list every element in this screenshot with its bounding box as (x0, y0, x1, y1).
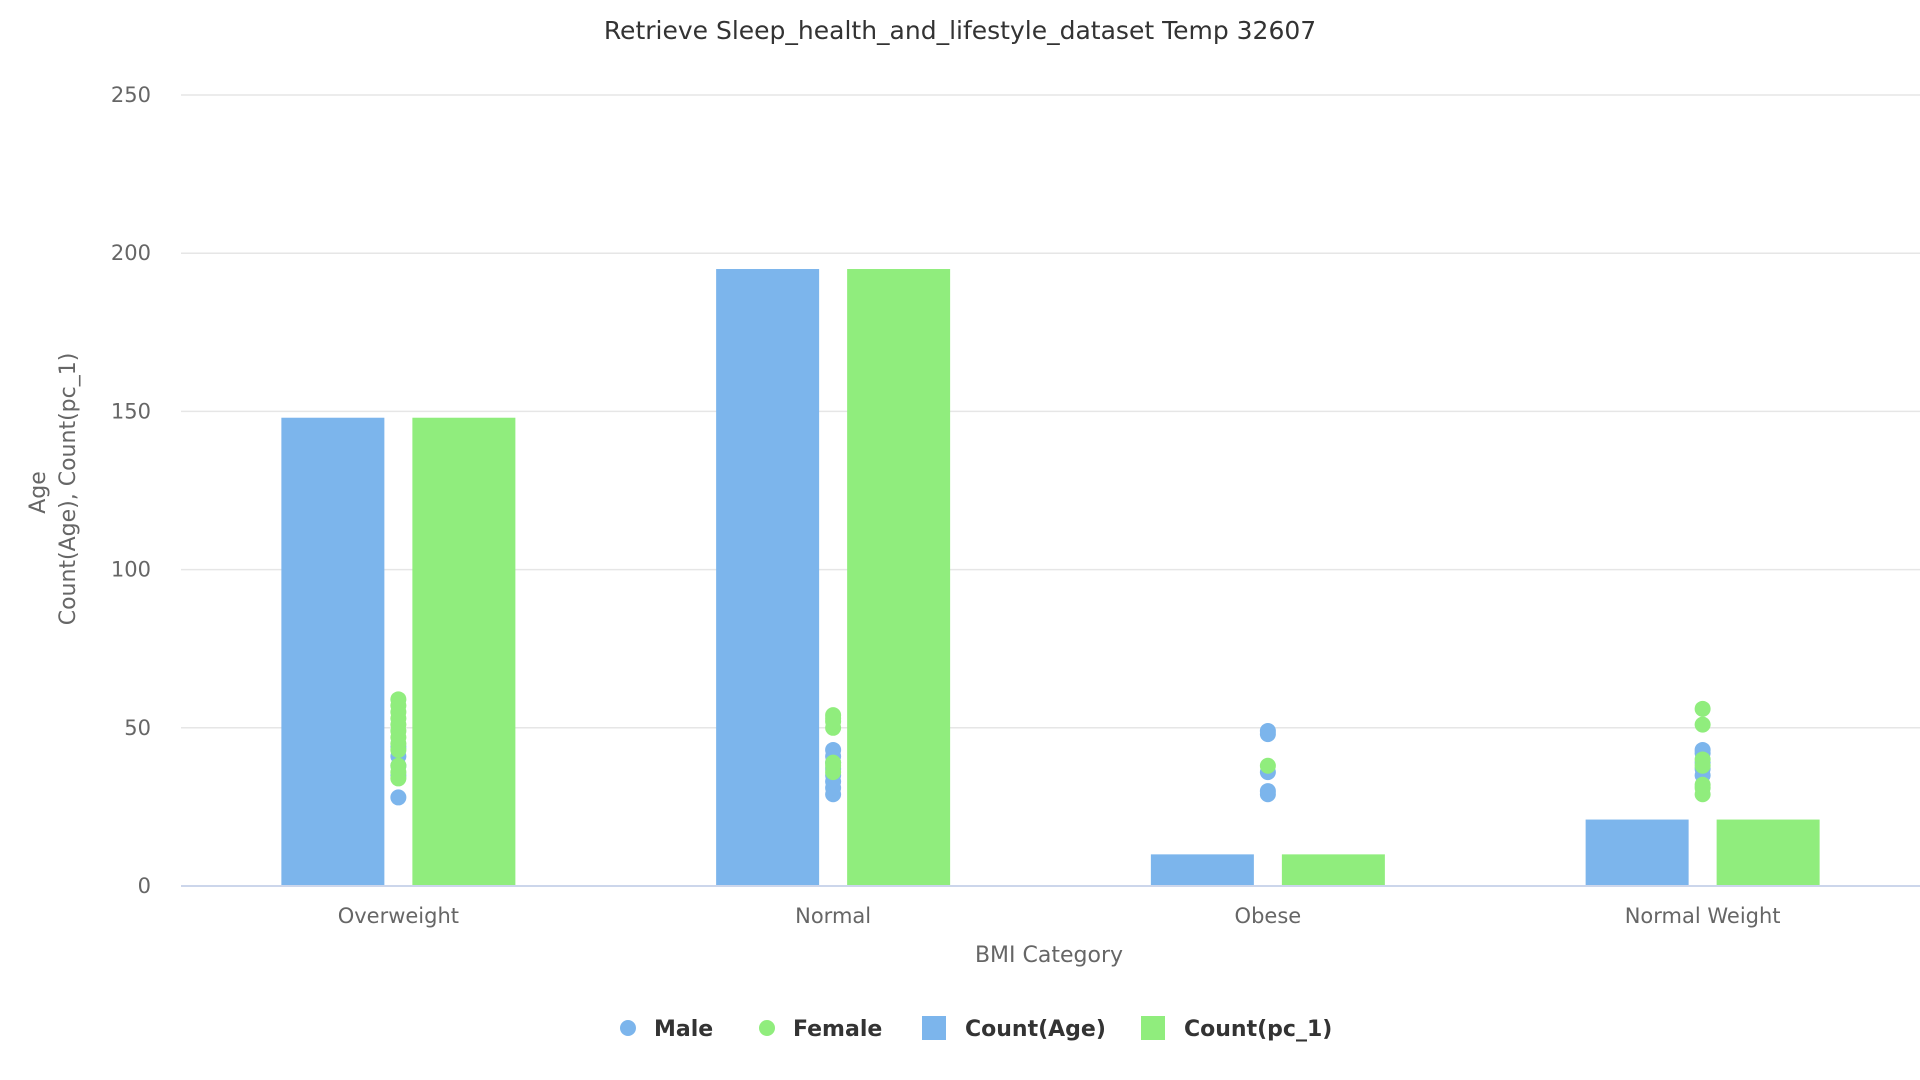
legend-symbol-square (922, 1016, 946, 1040)
legend-label: Male (654, 1017, 713, 1042)
x-tick-label: Obese (1235, 904, 1302, 928)
x-tick-label: Normal (795, 904, 871, 928)
legend-symbol-square (1141, 1016, 1165, 1040)
point-female[interactable] (390, 691, 407, 708)
point-female[interactable] (1694, 716, 1711, 733)
bar-count-pc-1--2[interactable] (1281, 854, 1385, 886)
bar-count-age--2[interactable] (1150, 854, 1254, 886)
point-male[interactable] (1259, 783, 1276, 800)
point-male[interactable] (390, 789, 407, 806)
point-female[interactable] (1694, 700, 1711, 717)
x-tick-label: Overweight (338, 904, 459, 928)
point-female[interactable] (825, 754, 842, 771)
point-female[interactable] (825, 707, 842, 724)
point-female[interactable] (1259, 757, 1276, 774)
legend-symbol-circle (620, 1020, 636, 1036)
legend-label: Female (793, 1017, 882, 1042)
legend-item-male[interactable]: Male (620, 1017, 713, 1042)
y-axis-ticks: 0 50 100 150 200 250 (111, 83, 151, 898)
legend-item-female[interactable]: Female (759, 1017, 882, 1042)
legend-symbol-circle (759, 1020, 775, 1036)
y-tick-label: 0 (138, 874, 151, 898)
y-tick-label: 250 (111, 83, 151, 107)
legend: Male Female Count(Age) Count(pc_1) (620, 1016, 1332, 1042)
scatter-points (390, 691, 1711, 806)
bar-count-age--3[interactable] (1585, 819, 1689, 886)
chart-title: Retrieve Sleep_health_and_lifestyle_data… (604, 16, 1316, 45)
x-tick-label: Normal Weight (1625, 904, 1781, 928)
bar-count-pc-1--3[interactable] (1716, 819, 1820, 886)
point-male[interactable] (1259, 722, 1276, 739)
point-female[interactable] (390, 757, 407, 774)
bar-count-pc-1--0[interactable] (412, 417, 516, 886)
bar-count-age--0[interactable] (281, 417, 385, 886)
y-axis-title-line-1: Age (26, 471, 51, 514)
legend-item-count-age-[interactable]: Count(Age) (922, 1016, 1106, 1042)
y-tick-label: 50 (124, 716, 151, 740)
y-tick-label: 200 (111, 241, 151, 265)
point-female[interactable] (1694, 751, 1711, 768)
y-axis-title: Age Count(Age), Count(pc_1) (26, 353, 81, 626)
y-tick-label: 150 (111, 399, 151, 423)
legend-label: Count(pc_1) (1184, 1017, 1332, 1042)
legend-item-count-pc-1-[interactable]: Count(pc_1) (1141, 1016, 1332, 1042)
x-axis-title: BMI Category (975, 943, 1123, 968)
x-axis-ticks: Overweight Normal Obese Normal Weight (338, 904, 1781, 928)
bar-count-pc-1--1[interactable] (847, 269, 951, 886)
point-male[interactable] (825, 741, 842, 758)
bars (281, 269, 1820, 886)
legend-label: Count(Age) (965, 1017, 1106, 1042)
y-tick-label: 100 (111, 558, 151, 582)
bar-count-age--1[interactable] (716, 269, 820, 886)
y-axis-title-line-2: Count(Age), Count(pc_1) (56, 353, 81, 626)
point-female[interactable] (1694, 776, 1711, 793)
